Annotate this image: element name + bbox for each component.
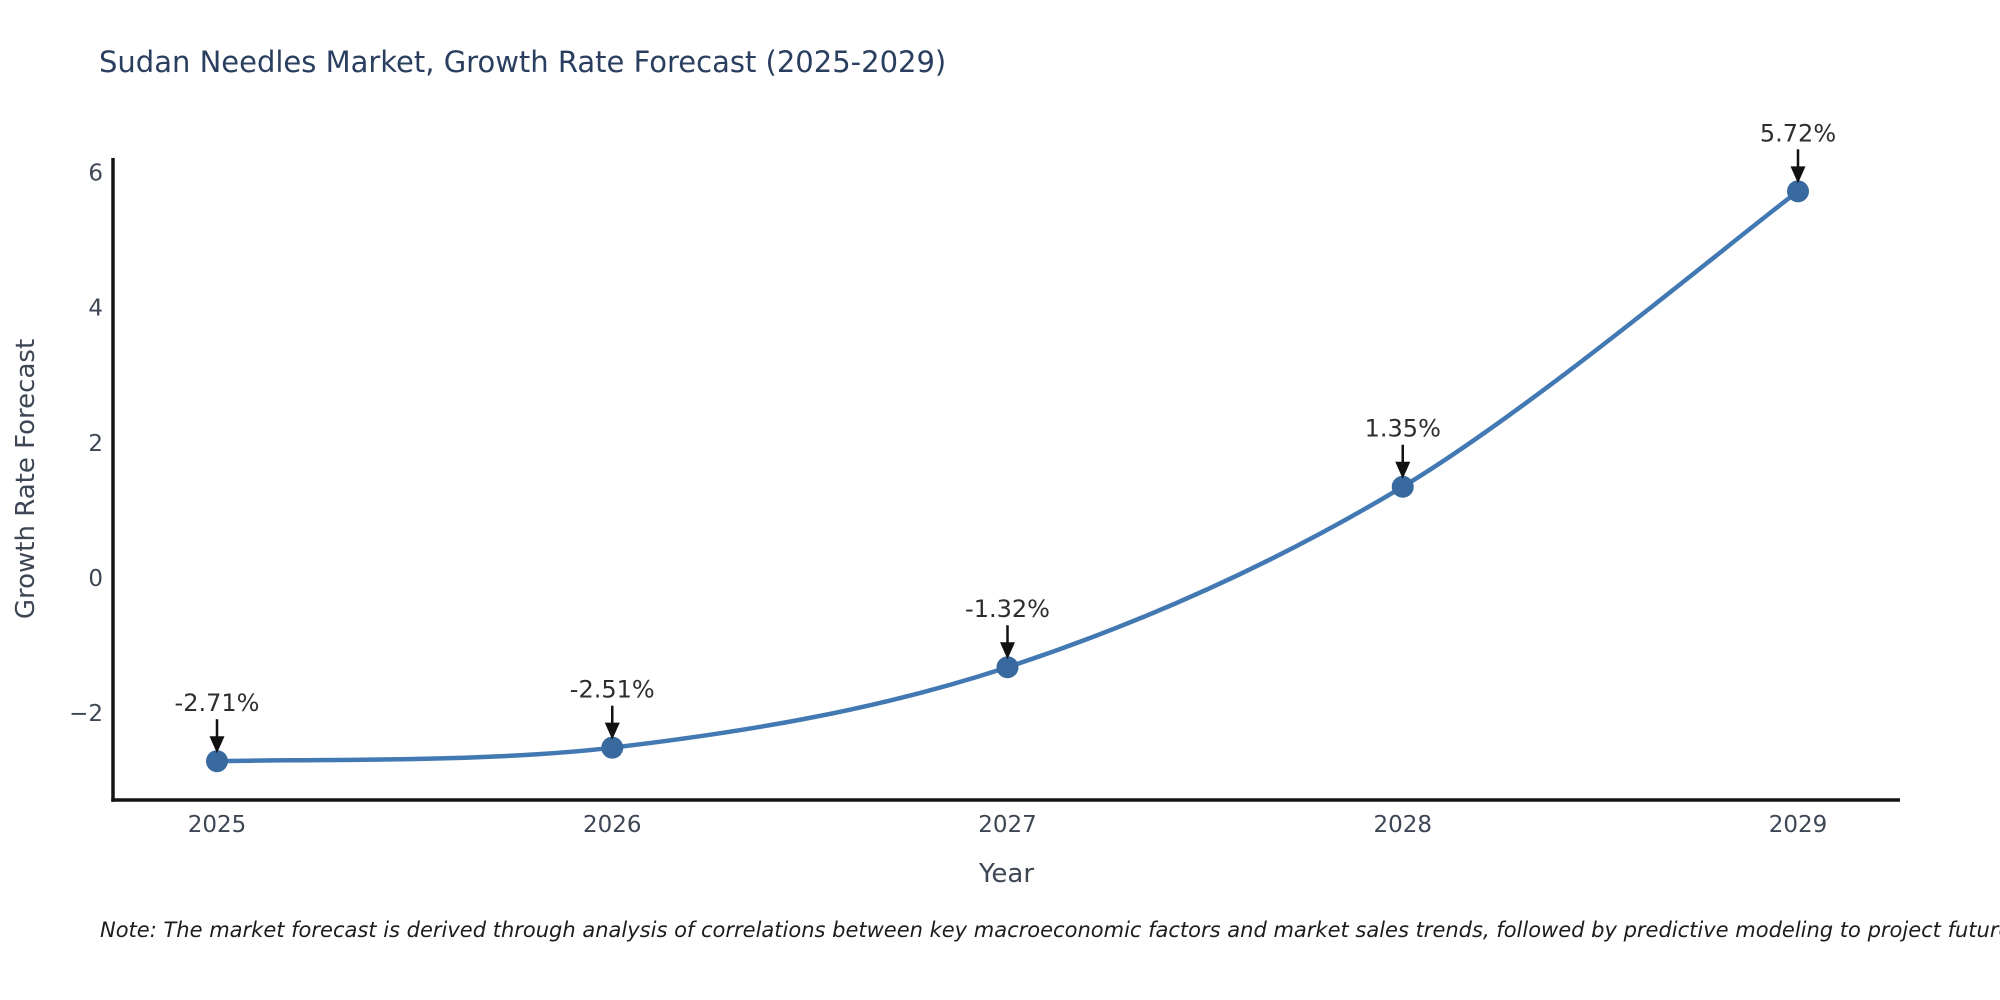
annotation-arrowhead xyxy=(209,736,225,754)
annotation-arrowhead xyxy=(604,722,620,740)
data-point-2026 xyxy=(601,736,624,759)
annotation-label-2029: 5.72% xyxy=(1760,119,1836,147)
annotation-label-2025: -2.71% xyxy=(175,689,260,717)
annotation-label-2028: 1.35% xyxy=(1365,415,1441,443)
y-tick-label: 0 xyxy=(88,566,103,592)
x-tick-label: 2028 xyxy=(1373,812,1432,838)
annotation-label-2027: -1.32% xyxy=(965,595,1050,623)
y-tick-label: 2 xyxy=(88,431,103,457)
x-tick-label: 2025 xyxy=(188,812,247,838)
annotation-arrowhead xyxy=(1395,461,1411,479)
y-tick-label: −2 xyxy=(69,701,103,727)
data-point-2028 xyxy=(1391,475,1414,498)
x-axis-title: Year xyxy=(978,859,1034,889)
data-point-2025 xyxy=(206,750,228,773)
annotation-label-2026: -2.51% xyxy=(570,676,655,704)
footnote: Note: The market forecast is derived thr… xyxy=(100,918,2000,942)
x-tick-label: 2029 xyxy=(1769,812,1828,838)
data-point-2027 xyxy=(996,656,1019,679)
annotation-arrowhead xyxy=(1790,166,1806,184)
x-tick-label: 2026 xyxy=(583,812,642,838)
data-point-2029 xyxy=(1787,180,1809,203)
chart-title: Sudan Needles Market, Growth Rate Foreca… xyxy=(99,45,947,79)
x-tick-label: 2027 xyxy=(978,812,1037,838)
y-tick-label: 6 xyxy=(88,160,103,186)
y-axis-title: Growth Rate Forecast xyxy=(11,339,41,619)
annotation-arrowhead xyxy=(1000,642,1015,660)
y-tick-label: 4 xyxy=(88,296,103,322)
